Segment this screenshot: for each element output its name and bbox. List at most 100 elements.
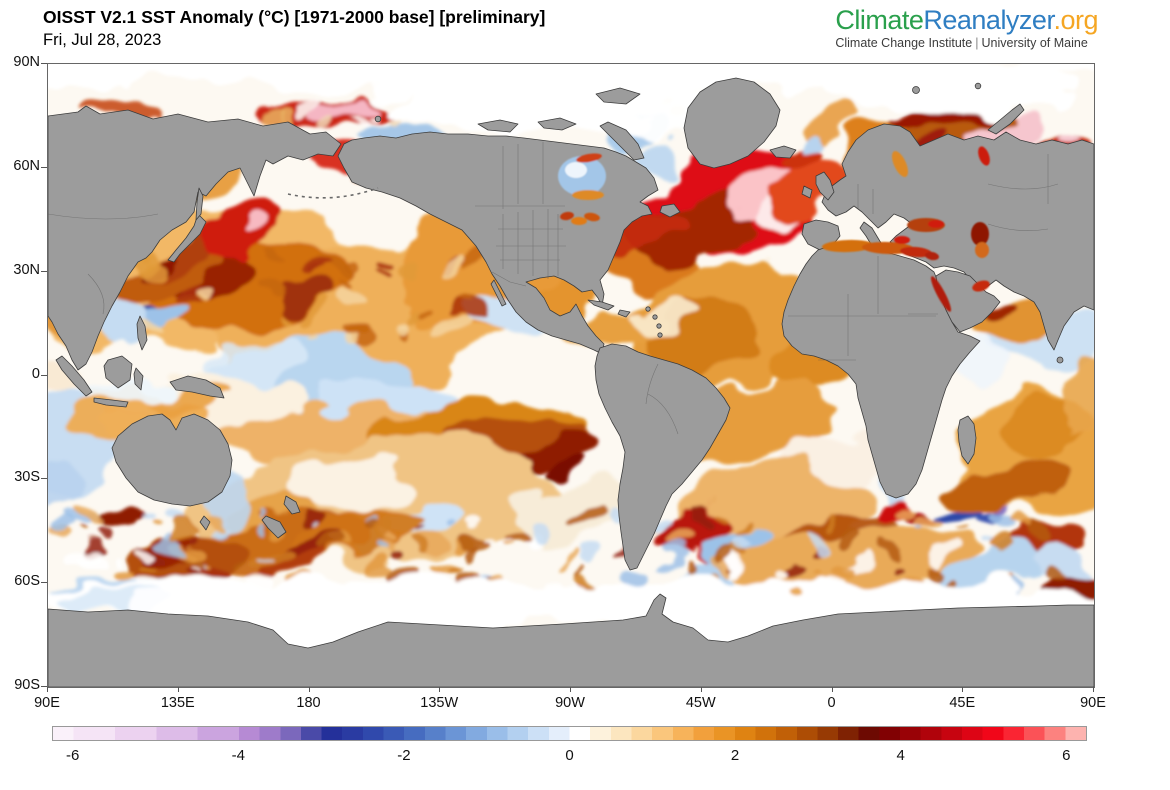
land-south-america: [594, 343, 731, 571]
anomaly-speckle: [951, 532, 961, 538]
inland-seas-layer: [558, 146, 990, 312]
anomaly-speckle: [481, 539, 493, 547]
anomaly-speckle: [188, 539, 201, 547]
land-cuba: [587, 299, 615, 311]
land-asia: [48, 105, 342, 371]
anomaly-blob: [954, 453, 1072, 515]
colorbar-tick-label: 2: [730, 747, 740, 764]
anomaly-speckle: [146, 525, 156, 534]
lat-tick-mark: [41, 166, 47, 168]
anomaly-speckle: [408, 308, 425, 318]
lat-tick-mark: [41, 270, 47, 272]
anomaly-blob: [797, 130, 827, 152]
site-logo[interactable]: ClimateReanalyzer.org Climate Change Ins…: [835, 6, 1098, 51]
lat-tick-mark: [41, 478, 47, 480]
anomaly-blob: [512, 422, 594, 462]
lon-tick-mark: [439, 687, 441, 692]
anomaly-blob: [933, 550, 1053, 588]
anomaly-speckle: [68, 548, 96, 569]
colorbar-tick-label: 0: [565, 747, 574, 764]
anomaly-speckle: [561, 547, 573, 557]
anomaly-blob: [939, 508, 981, 526]
anomaly-speckle: [97, 531, 116, 542]
land-australia: [111, 413, 233, 507]
logo-subtitle-university: University of Maine: [981, 36, 1088, 51]
anomaly-speckle: [443, 566, 456, 577]
aleutian-islands: [287, 187, 379, 199]
land-madagascar: [957, 415, 977, 465]
land-java: [93, 397, 129, 408]
lon-tick-mark: [177, 687, 179, 692]
anomaly-speckle: [300, 308, 319, 325]
inland-sea: [978, 146, 990, 166]
anomaly-blob: [554, 446, 584, 470]
anomaly-speckle: [303, 544, 334, 562]
anomaly-speckle: [988, 516, 1016, 535]
land-new-zealand-south: [261, 515, 287, 539]
land-antilles-3: [656, 323, 662, 329]
land-tasmania: [199, 515, 211, 531]
country-borders: [48, 142, 1059, 435]
lon-tick-label: 45W: [685, 695, 716, 711]
anomaly-speckle: [307, 521, 316, 528]
land-greenland: [683, 77, 781, 169]
anomaly-speckle: [313, 335, 326, 342]
anomaly-speckle: [393, 553, 410, 565]
logo-org: .org: [1053, 5, 1098, 35]
land-baja: [490, 279, 507, 307]
inland-sea: [971, 222, 989, 246]
anomaly-speckle: [379, 546, 389, 555]
anomaly-speckle: [572, 508, 601, 525]
lon-tick-mark: [1093, 687, 1094, 692]
anomaly-speckle: [50, 521, 72, 544]
anomaly-speckle: [713, 549, 736, 570]
anomaly-speckle: [446, 519, 461, 530]
anomaly-speckle: [171, 521, 197, 542]
land-newfoundland: [659, 203, 681, 218]
inland-sea: [822, 239, 874, 253]
anomaly-speckle: [330, 113, 341, 124]
anomaly-speckle: [918, 518, 946, 535]
anomaly-speckle: [353, 115, 370, 126]
map-canvas: [48, 64, 1094, 687]
inland-sea: [900, 246, 932, 258]
anomaly-speckle: [265, 554, 277, 561]
anomaly-speckle: [774, 571, 792, 582]
anomaly-blob: [316, 100, 380, 116]
lat-tick-label: 60N: [13, 157, 40, 174]
anomaly-blob: [610, 218, 686, 260]
anomaly-speckle: [630, 563, 659, 584]
lon-tick-mark: [831, 687, 833, 692]
lat-tick-label: 90S: [14, 677, 40, 693]
land-uk: [815, 171, 835, 201]
land-hispaniola: [617, 309, 631, 318]
lat-tick-mark: [41, 686, 47, 687]
anomaly-blob: [73, 96, 163, 116]
land-sulawesi: [133, 367, 144, 391]
lon-tick-label: 180: [296, 695, 321, 711]
anomaly-speckle: [135, 515, 151, 526]
anomaly-speckle: [970, 542, 981, 549]
lon-tick-label: 135E: [160, 695, 195, 711]
land-victoria-island: [477, 119, 519, 133]
anomaly-speckle: [138, 566, 151, 574]
lon-tick-mark: [570, 687, 571, 692]
anomaly-speckle: [376, 520, 401, 545]
lat-tick-mark: [41, 374, 47, 376]
anomaly-blob: [272, 286, 324, 312]
land-baffin-island: [599, 121, 645, 161]
anomaly-speckle: [374, 251, 388, 263]
anomaly-speckle: [526, 520, 550, 534]
anomaly-speckle: [468, 519, 480, 531]
land-antarctica: [48, 593, 1094, 687]
lon-tick-mark: [962, 687, 964, 692]
anomaly-speckle: [1013, 524, 1031, 536]
logo-wordmark[interactable]: ClimateReanalyzer.org: [835, 6, 1098, 34]
land-iceland: [769, 145, 797, 159]
anomaly-blob: [241, 210, 269, 234]
anomaly-speckle: [731, 524, 743, 536]
logo-subtitle-institute: Climate Change Institute: [835, 36, 973, 51]
lat-tick-mark: [41, 63, 47, 64]
anomaly-speckle: [414, 540, 428, 551]
ice-band: [128, 596, 268, 618]
